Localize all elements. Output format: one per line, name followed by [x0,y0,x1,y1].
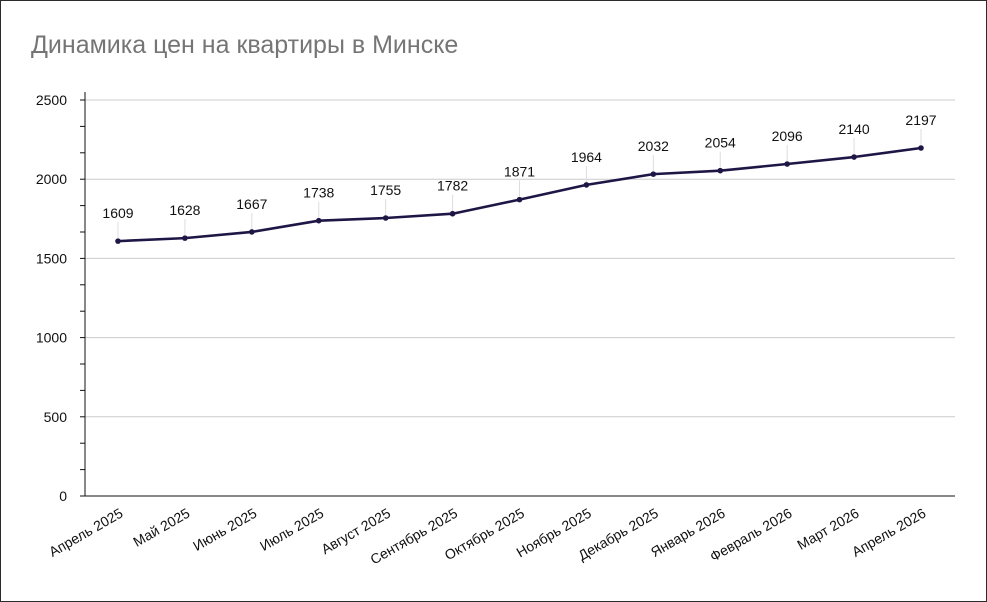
data-label: 2140 [839,121,870,137]
data-point [382,215,389,221]
data-label: 2032 [638,138,669,154]
x-tick-label: Апрель 2025 [46,505,126,560]
data-point [583,182,590,188]
data-label: 1782 [437,178,468,194]
y-tick-label: 2000 [36,171,67,187]
data-point [115,238,121,244]
x-tick-label: Июль 2025 [257,505,326,554]
y-tick-label: 1500 [36,250,67,266]
axes [80,92,955,497]
data-label: 1609 [102,205,133,221]
data-label: 1964 [571,149,602,165]
data-point [918,145,924,151]
data-point [315,217,322,224]
chart-title: Динамика цен на квартиры в Минске [31,31,459,59]
y-tick-label: 0 [59,488,67,504]
data-point [449,210,456,217]
y-tick-label: 500 [44,409,68,425]
data-label: 2197 [905,112,936,128]
y-tick-label: 1000 [36,330,67,346]
data-label: 1628 [169,202,200,218]
data-points [115,145,924,244]
data-point [249,229,255,235]
data-point [717,167,724,174]
x-tick-label: Май 2025 [130,505,192,550]
data-label: 2096 [772,128,803,144]
x-tick-label: Апрель 2026 [849,505,929,560]
data-label-leaders [117,128,922,239]
y-tick-label: 2500 [36,92,67,108]
data-point [650,171,657,177]
data-label: 1738 [303,185,334,201]
data-labels: 1609 1628 1667 1738 1755 1782 1871 1964 2032 2054… [102,112,936,221]
data-point [851,154,857,160]
x-tick-label: Июнь 2025 [190,505,259,554]
grid-lines [85,99,955,418]
data-label: 1667 [236,196,267,212]
data-label: 2054 [705,135,736,151]
data-point [784,161,790,167]
data-point [182,235,188,241]
y-tick-labels: 0 500 1000 1500 2000 2500 [36,92,67,504]
data-point [516,196,523,203]
data-label: 1871 [504,164,535,180]
data-label: 1755 [370,182,401,198]
